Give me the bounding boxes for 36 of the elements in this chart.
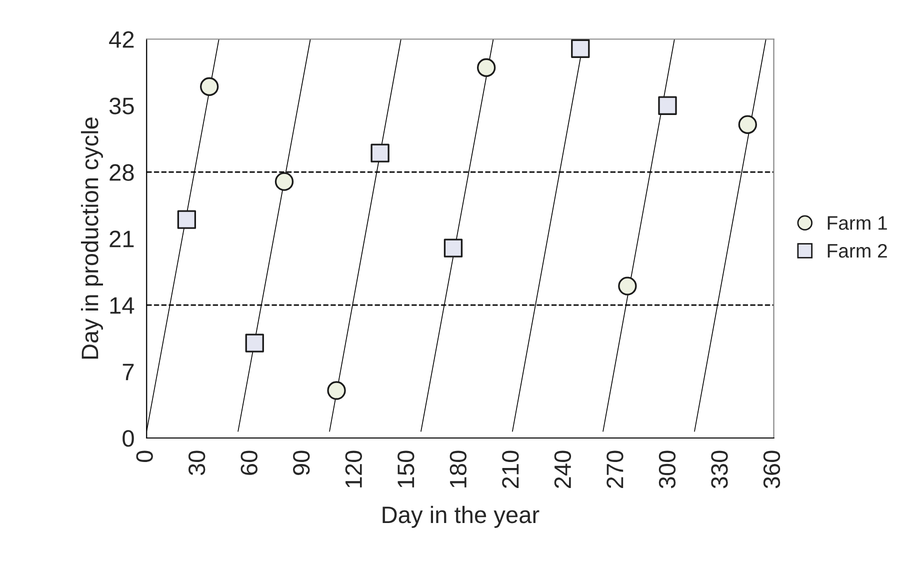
y-tick-label: 21 (110, 230, 134, 248)
point (738, 115, 757, 134)
x-tick-label: 210 (502, 450, 519, 488)
x-tick-label: 300 (658, 450, 676, 488)
legend-label: Farm 1 (828, 216, 887, 230)
point (370, 144, 390, 162)
x-tick-label: 330 (711, 450, 728, 488)
legend-label: Farm 2 (828, 244, 887, 258)
point (177, 210, 196, 229)
y-tick-label: 28 (110, 164, 134, 181)
x-tick-label: 180 (450, 450, 467, 488)
point (571, 39, 590, 58)
x-tick-label: 360 (763, 450, 780, 488)
point (245, 334, 264, 352)
x-tick-label: 0 (136, 450, 153, 462)
point (658, 96, 677, 115)
x-axis-title: Day in the year (382, 506, 540, 528)
x-tick-label: 120 (345, 450, 362, 488)
x-tick-label: 90 (293, 450, 310, 475)
x-tick-label: 270 (606, 450, 624, 488)
point (618, 276, 637, 296)
y-tick-label: 14 (110, 297, 134, 314)
y-tick-label: 42 (109, 31, 134, 48)
point (476, 58, 496, 77)
y-axis-title: Day in production cycle (80, 118, 103, 359)
x-tick-label: 240 (554, 450, 572, 488)
x-tick-label: 150 (398, 450, 414, 488)
x-tick-label: 30 (188, 450, 206, 476)
x-tick-label: 60 (240, 450, 258, 475)
point (274, 172, 294, 191)
y-tick-label: 0 (122, 430, 134, 447)
point (327, 381, 346, 400)
point (200, 77, 219, 96)
y-tick-label: 7 (122, 364, 134, 380)
y-tick-label: 35 (109, 98, 134, 114)
point (444, 238, 463, 258)
